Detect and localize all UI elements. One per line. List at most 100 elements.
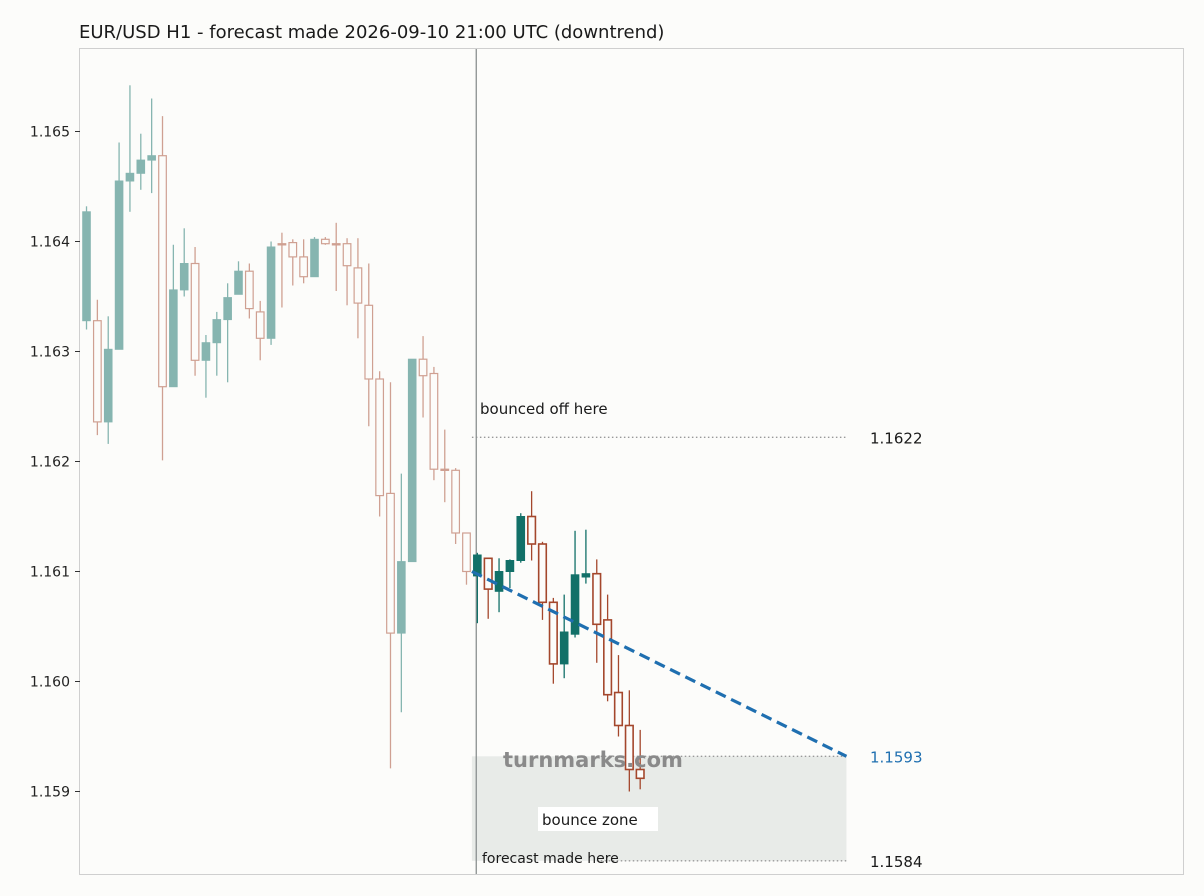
- history-candles: [82, 85, 471, 769]
- candle-body: [82, 211, 91, 322]
- candle: [364, 263, 374, 427]
- candle: [169, 244, 178, 388]
- candle-body: [570, 574, 580, 635]
- candle-body: [266, 246, 276, 339]
- candle-body: [92, 320, 102, 423]
- y-tick-label: 1.162: [30, 455, 70, 471]
- candle-body: [244, 270, 254, 310]
- forecast-line-layer: [471, 570, 848, 758]
- candle: [234, 261, 243, 295]
- candle: [82, 206, 91, 330]
- candle-body: [397, 561, 406, 634]
- candle: [570, 530, 580, 638]
- candle: [386, 382, 395, 769]
- candle: [440, 429, 450, 503]
- candle-body: [451, 469, 461, 534]
- candle: [624, 690, 634, 792]
- watermark: turnmarks.com: [503, 748, 683, 772]
- candle: [158, 116, 167, 461]
- candle-body: [375, 378, 385, 497]
- candle: [103, 316, 113, 444]
- candle: [244, 263, 254, 319]
- candle-body: [310, 238, 319, 278]
- candle: [255, 300, 265, 361]
- y-tick-label: 1.163: [30, 345, 70, 361]
- candle-body: [201, 342, 211, 361]
- candle: [603, 594, 613, 702]
- candle-body: [603, 619, 613, 696]
- candle-body: [255, 311, 265, 339]
- y-tick-label: 1.161: [30, 565, 70, 581]
- candle: [451, 468, 461, 544]
- annotation-bounced-off-here: bounced off here: [480, 400, 608, 418]
- candle-body: [353, 267, 363, 304]
- y-tick-label: 1.160: [30, 675, 70, 691]
- candle-body: [537, 543, 548, 604]
- bounce-zone-label-bg: [538, 807, 658, 831]
- bounce-zone: [471, 756, 847, 861]
- candle-body: [234, 270, 243, 295]
- candle: [397, 473, 406, 713]
- candle-body: [462, 532, 471, 573]
- candle: [418, 336, 428, 418]
- y-tick-label: 1.159: [30, 785, 70, 801]
- level-lines: 1.1622 1.1593 1.1584: [471, 429, 923, 871]
- candle-body: [320, 238, 330, 245]
- bounce-zone-layer: [471, 756, 847, 861]
- y-tick-label: 1.164: [30, 235, 70, 251]
- candle: [375, 371, 385, 517]
- candle-body: [483, 557, 493, 590]
- candle: [342, 238, 352, 306]
- candle: [147, 98, 156, 194]
- candle-body: [212, 319, 222, 344]
- candle: [310, 237, 319, 278]
- candle-body: [559, 631, 569, 665]
- candle: [613, 655, 624, 737]
- candle-body: [169, 289, 178, 388]
- candle-body: [331, 243, 341, 246]
- candle: [353, 238, 363, 339]
- candle: [331, 222, 341, 291]
- candle-body: [548, 601, 558, 665]
- candle: [190, 247, 200, 376]
- candle: [320, 237, 330, 245]
- level-label: 1.1584: [870, 853, 923, 871]
- annotation-forecast-made-here: forecast made here: [482, 851, 619, 867]
- candle-body: [288, 242, 298, 258]
- candle: [125, 85, 135, 212]
- candle: [266, 241, 276, 345]
- candle: [92, 299, 102, 436]
- candle: [407, 358, 417, 563]
- candle: [592, 559, 602, 663]
- candle: [288, 239, 298, 286]
- candle-body: [114, 180, 124, 350]
- forecast-trend-line: [471, 570, 848, 758]
- candle-body: [179, 263, 189, 291]
- candle: [505, 559, 515, 588]
- candle: [299, 239, 309, 284]
- candle-body: [624, 724, 634, 771]
- candle: [559, 594, 569, 679]
- candle-body: [440, 468, 450, 472]
- candle: [483, 557, 493, 619]
- candle-body: [103, 348, 113, 423]
- annotation-bounce-zone: bounce zone: [542, 811, 638, 829]
- candle: [516, 513, 526, 563]
- candle: [581, 529, 591, 584]
- candle-body: [505, 560, 515, 572]
- chart-title: EUR/USD H1 - forecast made 2026-09-10 21…: [79, 22, 664, 43]
- candle: [136, 133, 146, 190]
- candle: [462, 532, 471, 585]
- candle-body: [136, 159, 146, 174]
- candle: [201, 335, 211, 398]
- candle-body: [418, 358, 428, 377]
- annotations: bounced off here bounce zone forecast ma…: [480, 400, 683, 867]
- candle-body: [147, 155, 156, 161]
- candle: [429, 366, 439, 481]
- candle-body: [592, 572, 602, 626]
- candle-body: [429, 372, 439, 470]
- candle-body: [158, 155, 167, 388]
- candle-body: [516, 516, 526, 561]
- candle: [223, 283, 232, 383]
- candle: [277, 232, 287, 308]
